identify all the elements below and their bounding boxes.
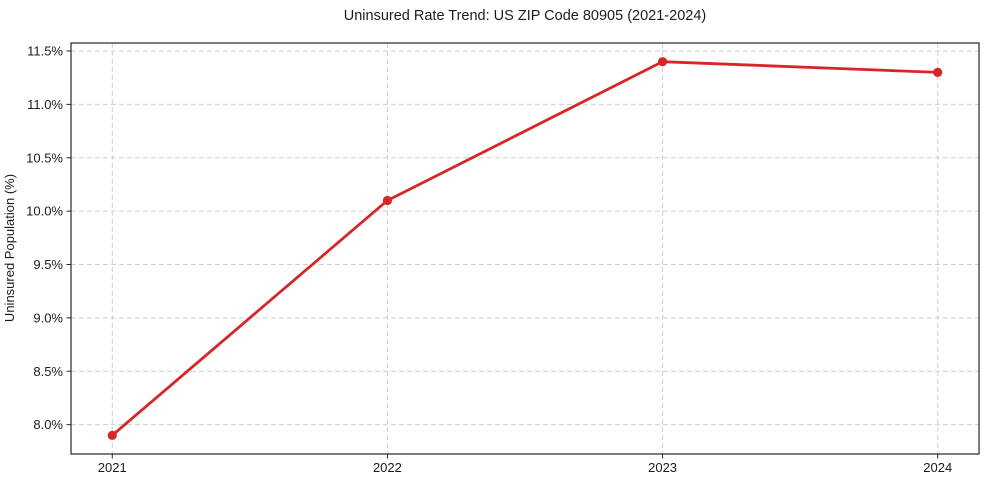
x-tick-label: 2024 (923, 460, 952, 475)
data-point-marker (107, 430, 117, 440)
plot-border (70, 42, 980, 455)
y-axis-title: Uninsured Population (%) (2, 174, 17, 322)
y-tick-label: 9.0% (33, 310, 63, 325)
trend-line (110, 60, 940, 437)
y-tick-label: 8.0% (33, 417, 63, 432)
y-tick-label: 11.0% (27, 97, 63, 112)
data-point-marker (933, 67, 943, 77)
series-layer (107, 57, 943, 440)
data-point-marker (382, 195, 393, 206)
x-tick-label: 2023 (648, 460, 677, 475)
y-tick-label: 8.5% (33, 364, 63, 379)
y-tick-label: 10.5% (26, 150, 63, 165)
y-tick-label: 9.5% (33, 257, 63, 272)
chart-title: Uninsured Rate Trend: US ZIP Code 80905 … (344, 8, 706, 24)
y-tick-label: 10.0% (26, 204, 63, 219)
x-tick-label: 2021 (98, 460, 127, 475)
data-point-marker (657, 57, 668, 67)
axis-layer: 8.0% 8.5% 9.0% 9.5% 10.0% 10.5% 11.0% 11.5% 2021… (26, 42, 980, 475)
grid-layer (71, 43, 979, 454)
x-tick-label: 2022 (373, 460, 402, 475)
y-tick-label: 11.5% (27, 44, 63, 59)
